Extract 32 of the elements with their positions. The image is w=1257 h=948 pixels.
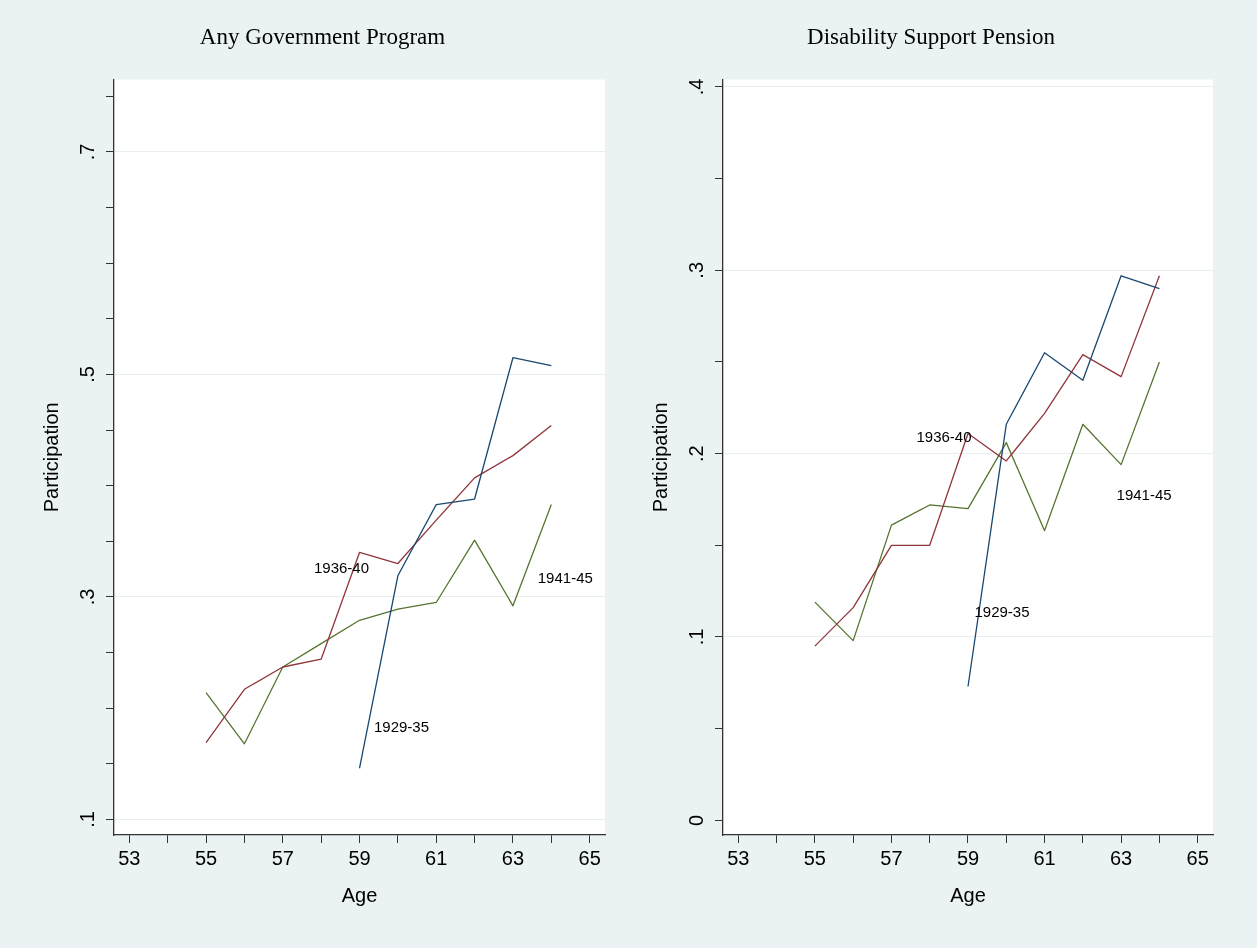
x-tick-label: 63	[1110, 846, 1133, 869]
x-tick-label: 59	[956, 846, 980, 869]
y-tick-label: .1	[75, 811, 98, 828]
series-label: 1941-45	[537, 568, 593, 586]
x-tick-label: 65	[578, 846, 601, 869]
y-axis-title: Participation	[39, 402, 62, 513]
y-tick-label: .3	[75, 588, 98, 606]
x-tick-label: 53	[118, 846, 141, 869]
x-tick-label: 59	[348, 846, 371, 869]
y-tick-label: .2	[684, 445, 707, 462]
x-axis-title: Age	[341, 883, 378, 906]
series-label: 1941-45	[1116, 485, 1172, 503]
x-tick-label: 57	[880, 846, 903, 869]
y-tick-label: 0	[684, 814, 707, 826]
y-tick-label: .1	[684, 628, 707, 646]
x-tick-label: 53	[727, 846, 750, 869]
x-tick-label: 57	[271, 846, 294, 869]
x-tick-label: 65	[1186, 846, 1209, 869]
y-tick-label: .4	[684, 78, 707, 96]
chart-title: Disability Support Pension	[807, 23, 1056, 49]
y-tick-label: .5	[75, 366, 98, 383]
y-axis-title: Participation	[648, 402, 671, 513]
x-axis-title: Age	[950, 883, 986, 906]
chart-title: Any Government Program	[199, 23, 446, 49]
x-tick-label: 55	[194, 846, 218, 869]
x-tick-label: 61	[1033, 846, 1056, 869]
y-tick-label: .3	[684, 261, 707, 279]
x-tick-label: 55	[803, 846, 826, 869]
x-tick-label: 61	[425, 846, 448, 869]
x-tick-label: 63	[501, 846, 525, 869]
series-label: 1929-35	[373, 718, 430, 736]
y-tick-label: .7	[75, 143, 98, 161]
